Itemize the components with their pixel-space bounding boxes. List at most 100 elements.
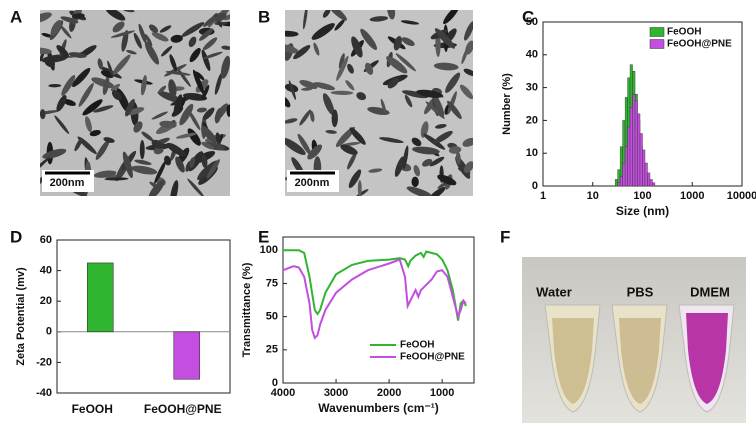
particle <box>40 156 50 175</box>
particle <box>93 170 117 178</box>
particle <box>435 124 447 129</box>
particle <box>126 49 137 55</box>
x-tick-label: FeOOH <box>72 402 113 416</box>
particle <box>402 90 429 99</box>
particle <box>102 76 110 95</box>
particle <box>111 90 122 101</box>
particle <box>434 28 455 49</box>
photo-label: DMEM <box>690 284 730 299</box>
particle <box>168 79 177 98</box>
y-tick-label: 0 <box>46 326 52 338</box>
photo: Water PBS DMEM <box>522 257 746 423</box>
tube-liquid <box>619 318 661 404</box>
particle <box>285 95 291 108</box>
particle <box>395 53 417 72</box>
particle <box>406 186 433 196</box>
particle <box>122 10 135 13</box>
particle <box>311 23 335 40</box>
particle <box>347 152 357 170</box>
particle <box>464 21 473 41</box>
particle <box>110 83 121 92</box>
particle <box>173 94 183 116</box>
particle <box>365 62 374 75</box>
histogram-bar <box>622 162 626 187</box>
particle <box>322 93 335 115</box>
histogram-bar <box>632 93 636 187</box>
particle <box>104 177 129 181</box>
particle <box>133 121 143 133</box>
particle <box>110 30 135 38</box>
particle <box>285 118 298 124</box>
particle <box>338 53 345 69</box>
particle <box>187 178 205 196</box>
x-axis-label: Wavenumbers (cm⁻¹) <box>318 401 439 415</box>
particle <box>54 115 70 135</box>
particle <box>347 63 354 74</box>
particle <box>420 121 429 138</box>
particle <box>348 169 362 189</box>
particle <box>112 54 131 76</box>
particle <box>463 161 473 173</box>
particle <box>330 90 354 95</box>
particle <box>447 100 462 120</box>
particle <box>437 174 457 186</box>
particle <box>127 107 145 116</box>
particle <box>214 108 222 124</box>
particle <box>97 58 103 70</box>
x-tick-label: 10 <box>587 190 599 202</box>
histogram-bar <box>624 146 628 187</box>
y-tick-label: 40 <box>40 265 52 277</box>
particle <box>299 109 312 126</box>
particle <box>215 132 221 145</box>
particle <box>196 107 207 113</box>
particle <box>112 21 125 33</box>
tube-liquid <box>552 318 594 404</box>
histogram-bar <box>614 179 618 187</box>
panel-label: A <box>10 7 22 26</box>
particle <box>107 60 114 77</box>
panel-label: F <box>500 227 510 246</box>
particle <box>288 80 297 100</box>
particle <box>148 179 165 196</box>
particle <box>40 110 60 116</box>
particle <box>297 133 312 156</box>
x-tick-label: 2000 <box>377 387 401 399</box>
particle <box>336 55 349 81</box>
particle <box>141 131 154 142</box>
y-tick-label: 40 <box>526 49 538 61</box>
particle <box>187 128 201 146</box>
x-tick-label: 100 <box>633 190 651 202</box>
particle <box>189 47 201 63</box>
tube-liquid <box>686 313 728 404</box>
histogram-bar <box>629 107 633 187</box>
particle <box>433 62 459 71</box>
particle <box>72 67 91 88</box>
y-tick-label: 30 <box>526 82 538 94</box>
particle <box>411 137 422 147</box>
histogram-bar <box>652 182 656 187</box>
histogram-bar <box>617 182 621 187</box>
particle <box>93 105 114 113</box>
particle <box>77 136 97 155</box>
particle <box>151 32 169 42</box>
particle <box>201 141 214 150</box>
particle <box>170 180 179 196</box>
y-tick-label: 20 <box>526 114 538 126</box>
particle <box>201 84 210 100</box>
particle <box>182 92 208 101</box>
particle <box>60 16 79 24</box>
particle <box>61 74 76 96</box>
x-tick-label: 3000 <box>324 387 348 399</box>
y-tick-label: -20 <box>36 356 52 368</box>
particle <box>158 85 167 94</box>
particle <box>170 34 183 43</box>
particle <box>122 151 133 179</box>
particle <box>202 51 223 60</box>
x-tick-label: 10000 <box>727 190 756 202</box>
particle <box>313 42 320 56</box>
particle <box>134 159 152 166</box>
particle <box>41 33 53 38</box>
tem-image <box>285 10 473 196</box>
particle <box>68 52 87 58</box>
bar <box>173 331 201 380</box>
